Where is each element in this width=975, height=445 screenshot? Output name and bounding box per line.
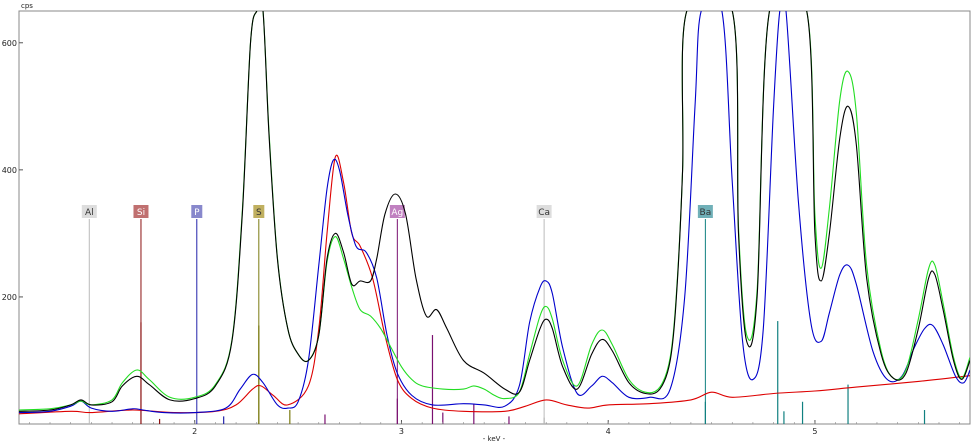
marker-label-p: P [194, 208, 200, 218]
marker-box-p [191, 205, 203, 218]
spectrum-series-0 [19, 11, 970, 412]
y-axis-label: cps [21, 2, 33, 10]
x-axis-label: - keV - [483, 435, 506, 443]
marker-label-al: Al [85, 208, 94, 218]
y-tick-label-400: 400 [2, 166, 17, 175]
x-tick-label-4: 4 [606, 427, 611, 436]
marker-box-al [81, 205, 97, 218]
marker-box-s [253, 205, 265, 218]
marker-label-si: Si [137, 208, 145, 218]
element-markers: Al Si P S Ag Ca Ba [81, 205, 713, 424]
marker-label-ba: Ba [700, 208, 712, 218]
marker-label-ca: Ca [538, 208, 550, 218]
spectrum-curves [19, 11, 970, 415]
marker-box-ag [389, 205, 405, 218]
marker-box-si [133, 205, 149, 218]
y-tick-label-600: 600 [2, 39, 17, 48]
marker-box-ba [697, 205, 713, 218]
x-axis: 2 3 4 5 [29, 420, 960, 436]
marker-box-ca [536, 205, 552, 218]
x-tick-label-5: 5 [812, 427, 817, 436]
x-tick-label-2: 2 [192, 427, 197, 436]
marker-label-ag: Ag [391, 208, 403, 218]
x-tick-label-3: 3 [399, 427, 404, 436]
spectrum-series-3 [19, 154, 970, 415]
spectrum-series-2 [19, 11, 970, 414]
plot-frame [18, 10, 971, 425]
marker-label-s: S [256, 208, 262, 218]
y-axis: 200 400 600 [2, 39, 23, 302]
y-tick-label-200: 200 [2, 293, 17, 302]
